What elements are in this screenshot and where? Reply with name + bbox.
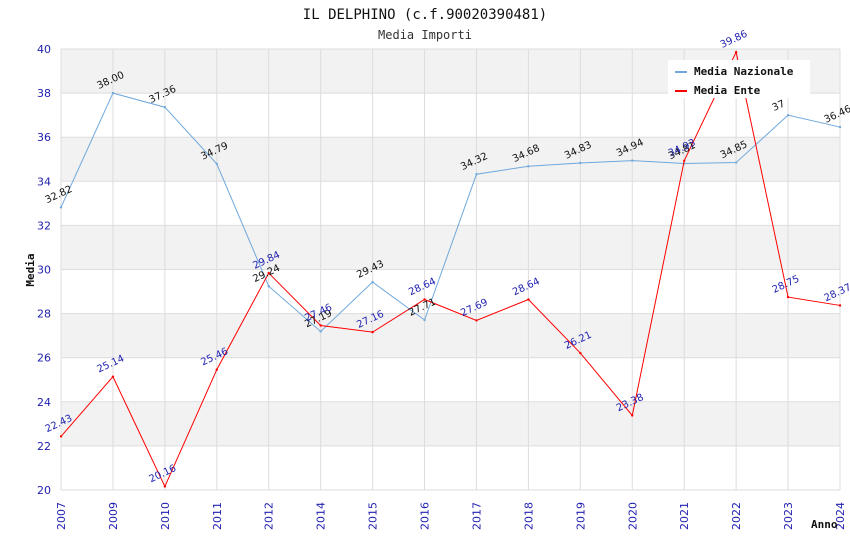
grid-lines <box>60 48 841 491</box>
chart-title: IL DELPHINO (c.f.90020390481) <box>303 7 547 23</box>
x-tick-label: 2014 <box>315 502 328 530</box>
data-point <box>59 206 63 209</box>
grid-band <box>61 313 840 358</box>
data-point <box>163 485 167 488</box>
data-point <box>59 435 63 438</box>
data-point <box>267 271 270 275</box>
data-point <box>838 304 842 307</box>
data-point <box>786 113 790 117</box>
data-point <box>215 368 218 371</box>
series-line-ente <box>60 50 841 488</box>
x-tick-label: 2022 <box>730 502 743 530</box>
data-point <box>734 161 738 164</box>
y-tick-label: 28 <box>37 308 51 321</box>
x-tick-label: 2015 <box>367 502 380 530</box>
data-point <box>163 106 167 109</box>
x-tick-label: 2012 <box>263 502 276 530</box>
data-point <box>423 318 426 322</box>
y-tick-label: 32 <box>37 219 51 232</box>
x-tick-label: 2009 <box>107 502 120 530</box>
y-tick-label: 20 <box>37 484 51 497</box>
data-point <box>111 91 115 95</box>
x-tick-label: 2017 <box>470 502 483 530</box>
grid-band <box>61 181 840 226</box>
y-tick-label: 36 <box>37 131 51 144</box>
x-tick-label: 2024 <box>834 502 847 530</box>
x-tick-label: 2010 <box>159 502 172 530</box>
y-tick-label: 24 <box>37 396 51 409</box>
x-tick-label: 2020 <box>626 502 639 530</box>
data-point <box>527 165 530 168</box>
legend: Media Nazionale Media Ente <box>668 60 810 98</box>
y-axis-ticks: 20 22 24 26 28 30 32 34 36 38 40 <box>37 43 51 497</box>
data-point <box>423 298 426 301</box>
legend-background <box>668 60 810 98</box>
series-line-nazionale <box>60 92 841 333</box>
data-point <box>111 375 115 378</box>
x-tick-label: 2016 <box>419 502 432 530</box>
grid-band <box>61 269 840 314</box>
data-point <box>683 159 686 162</box>
data-point <box>527 298 530 301</box>
grid-band <box>61 401 840 446</box>
data-point <box>579 161 582 165</box>
x-tick-label: 2018 <box>522 502 535 530</box>
x-tick-label: 2021 <box>678 502 691 530</box>
y-tick-label: 26 <box>37 352 51 365</box>
chart-subtitle: Media Importi <box>378 28 472 42</box>
y-tick-label: 40 <box>37 43 51 56</box>
data-point <box>734 50 738 54</box>
data-point <box>371 280 374 284</box>
y-tick-label: 30 <box>37 264 51 277</box>
grid-bands <box>61 49 840 490</box>
x-tick-label: 2019 <box>574 502 587 530</box>
x-tick-label: 2023 <box>782 502 795 530</box>
y-tick-label: 34 <box>37 175 51 188</box>
data-point <box>631 414 634 417</box>
grid-band <box>61 357 840 402</box>
data-point <box>319 324 322 327</box>
data-point <box>475 173 478 176</box>
x-tick-label: 2007 <box>55 502 68 530</box>
grid-band <box>61 445 840 490</box>
y-tick-label: 22 <box>37 440 51 453</box>
legend-label-nazionale: Media Nazionale <box>694 65 794 78</box>
data-point <box>786 295 790 299</box>
data-point <box>631 159 634 162</box>
data-point <box>319 330 322 333</box>
y-axis-label: Media <box>24 253 37 286</box>
x-axis-label: Anno <box>811 518 838 531</box>
data-point <box>215 162 218 166</box>
series-layer <box>59 50 842 488</box>
data-label: 37 <box>771 99 787 114</box>
data-point <box>579 351 582 355</box>
data-point <box>267 285 270 288</box>
legend-label-ente: Media Ente <box>694 84 761 97</box>
y-tick-label: 38 <box>37 87 51 100</box>
x-tick-label: 2011 <box>211 502 224 530</box>
x-axis-ticks: 2007 2009 2010 2011 2012 2014 2015 2016 2017 2018… <box>55 502 847 530</box>
data-label: 39.86 <box>719 29 750 51</box>
data-point <box>475 319 478 322</box>
grid-band <box>61 93 840 138</box>
data-point <box>838 125 842 129</box>
grid-band <box>61 137 840 182</box>
data-point <box>371 330 374 334</box>
